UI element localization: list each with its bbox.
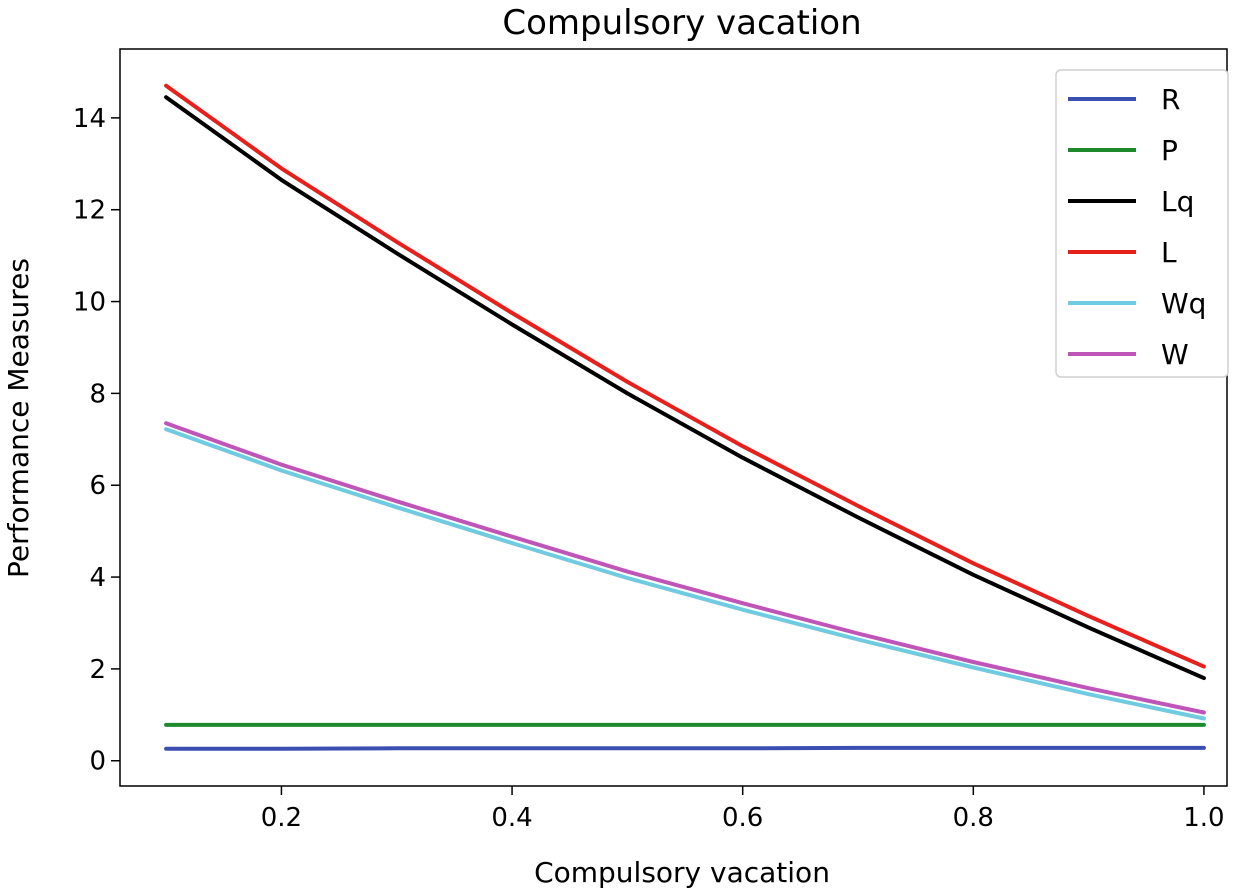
legend-box [1055,69,1229,378]
series-line-wq [164,427,1206,721]
x-tick-label: 1.0 [1183,803,1224,833]
legend-label: W [1161,338,1189,371]
y-tick-label: 2 [89,655,106,685]
y-tick-label: 12 [73,196,106,226]
x-tick-label: 0.8 [953,803,994,833]
y-tick-label: 10 [73,288,106,318]
x-tick-label: 0.4 [491,803,532,833]
x-axis: 0.2 0.4 0.6 0.8 1.0 [261,786,1225,833]
series-line-lq [164,95,1206,681]
legend-label: P [1161,134,1178,167]
series-lines [164,83,1206,751]
y-axis: 0 2 4 6 8 10 12 14 [73,104,120,777]
plot-area [119,48,1228,787]
series-line-l [164,83,1206,669]
y-tick-label: 8 [89,379,106,409]
y-tick-label: 14 [73,104,106,134]
legend-label: L [1161,236,1177,269]
series-line-r [164,745,1206,751]
legend: RP Lq L Wq W [1055,69,1229,378]
y-tick-label: 4 [89,563,106,593]
chart-title: Compulsory vacation [502,3,861,43]
y-tick-label: 0 [89,747,106,777]
legend-label: Wq [1161,287,1206,320]
x-tick-label: 0.2 [261,803,302,833]
x-tick-label: 0.6 [722,803,763,833]
series-line-w [164,421,1206,715]
legend-label: R [1161,83,1180,116]
legend-label: Lq [1161,185,1194,218]
x-axis-label: Compulsory vacation [534,856,830,889]
y-tick-label: 6 [89,471,106,501]
y-axis-label: Performance Measures [2,258,35,578]
